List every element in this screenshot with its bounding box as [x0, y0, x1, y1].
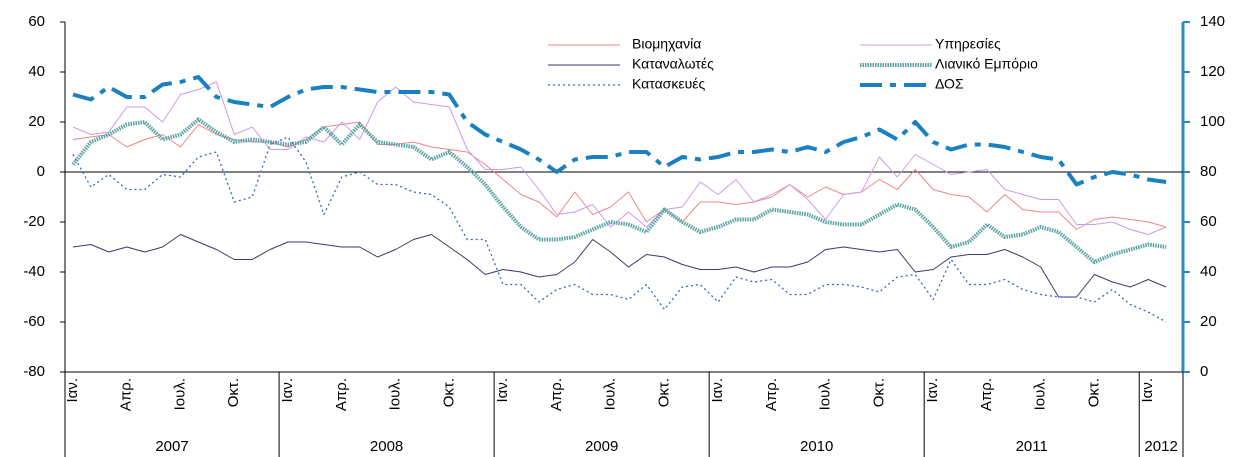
y2-tick-label: 120	[1200, 63, 1225, 80]
year-label: 2008	[370, 438, 403, 455]
series-line	[71, 117, 1167, 264]
x-tick-label: Οκτ.	[655, 378, 672, 407]
x-tick-label: Ιαν.	[494, 378, 511, 403]
y2-tick-label: 0	[1200, 363, 1208, 380]
y2-tick-label: 60	[1200, 213, 1217, 230]
series-line	[72, 136, 1167, 323]
x-tick-label: Οκτ.	[1085, 378, 1102, 407]
x-tick-label: Απρ.	[763, 378, 780, 411]
y-tick-label: -40	[23, 263, 45, 280]
x-tick-label: Οκτ.	[440, 378, 457, 407]
y-tick-label: 0	[37, 163, 45, 180]
x-tick-label: Ιαν.	[924, 378, 941, 403]
y-tick-label: -20	[23, 213, 45, 230]
y-tick-label: 40	[28, 63, 45, 80]
year-label: 2012	[1144, 438, 1177, 455]
y2-tick-label: 80	[1200, 163, 1217, 180]
y-tick-label: -60	[23, 313, 45, 330]
x-tick-label: Ιαν.	[279, 378, 296, 403]
legend-label: Υπηρεσίες	[935, 36, 1001, 52]
x-tick-label: Οκτ.	[225, 378, 242, 407]
y-tick-label: 20	[28, 113, 45, 130]
x-tick-label: Οκτ.	[870, 378, 887, 407]
y2-tick-label: 140	[1200, 13, 1225, 30]
x-tick-label: Ιουλ.	[817, 378, 834, 410]
series-line	[72, 75, 1167, 187]
legend-label: ΔΟΣ	[935, 76, 964, 92]
legend-label: Βιομηχανία	[632, 36, 701, 52]
x-tick-label: Ιουλ.	[387, 378, 404, 410]
legend-label: Καταναλωτές	[632, 56, 714, 72]
year-label: 2009	[585, 438, 618, 455]
series-line	[72, 234, 1167, 298]
year-label: 2010	[800, 438, 833, 455]
series-line	[72, 81, 1167, 235]
y-tick-label: 60	[28, 13, 45, 30]
x-tick-label: Απρ.	[978, 378, 995, 411]
x-tick-label: Απρ.	[548, 378, 565, 411]
x-tick-label: Ιουλ.	[602, 378, 619, 410]
x-tick-label: Ιαν.	[1139, 378, 1156, 403]
x-tick-label: Απρ.	[118, 378, 135, 411]
year-label: 2007	[155, 438, 188, 455]
x-tick-label: Ιουλ.	[171, 378, 188, 410]
y-tick-label: -80	[23, 363, 45, 380]
year-label: 2011	[1016, 438, 1048, 455]
y2-tick-label: 20	[1200, 313, 1217, 330]
legend-label: Κατασκευές	[632, 76, 705, 92]
y2-tick-label: 100	[1200, 113, 1225, 130]
x-tick-label: Ιαν.	[709, 378, 726, 403]
series-line	[72, 121, 1167, 230]
x-tick-label: Ιαν.	[64, 378, 81, 403]
x-tick-label: Απρ.	[333, 378, 350, 411]
legend-label: Λιανικό Εμπόριο	[935, 56, 1038, 72]
y2-tick-label: 40	[1200, 263, 1217, 280]
x-tick-label: Ιουλ.	[1032, 378, 1049, 410]
